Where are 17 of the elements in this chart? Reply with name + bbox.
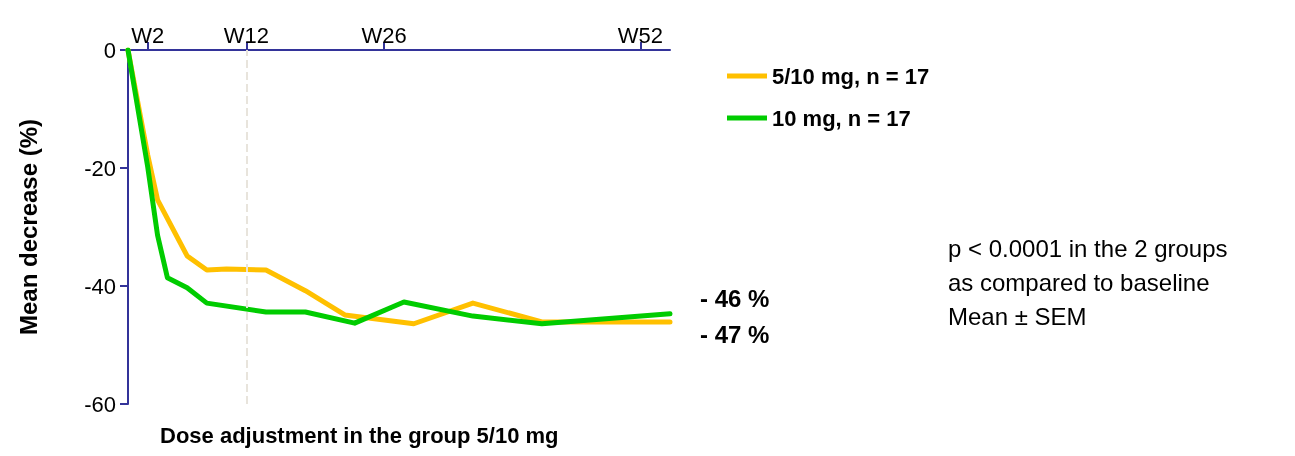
text: - 46 % (700, 284, 770, 312)
x-tick-label: W52 (617, 22, 664, 48)
y-tick-label: -40 (84, 273, 116, 299)
text: p < 0.0001 in the 2 groups (948, 234, 1228, 262)
x-tick-label: W2 (131, 22, 165, 48)
y-tick-label: -60 (84, 391, 116, 417)
legend-label: 10 mg, n = 17 (772, 105, 911, 131)
y-tick-label: 0 (103, 37, 116, 63)
y-tick-label: -20 (84, 155, 116, 181)
legend-label: 5/10 mg, n = 17 (772, 63, 930, 89)
y-axis-title: Mean decrease (%) (14, 118, 42, 336)
text: as compared to baseline (948, 268, 1210, 296)
x-tick-label: W12 (223, 22, 269, 48)
x-axis-title: Dose adjustment in the group 5/10 mg (160, 422, 559, 448)
x-tick-label: W26 (361, 22, 407, 48)
text: - 47 % (700, 320, 770, 348)
text: Mean ± SEM (948, 302, 1087, 330)
